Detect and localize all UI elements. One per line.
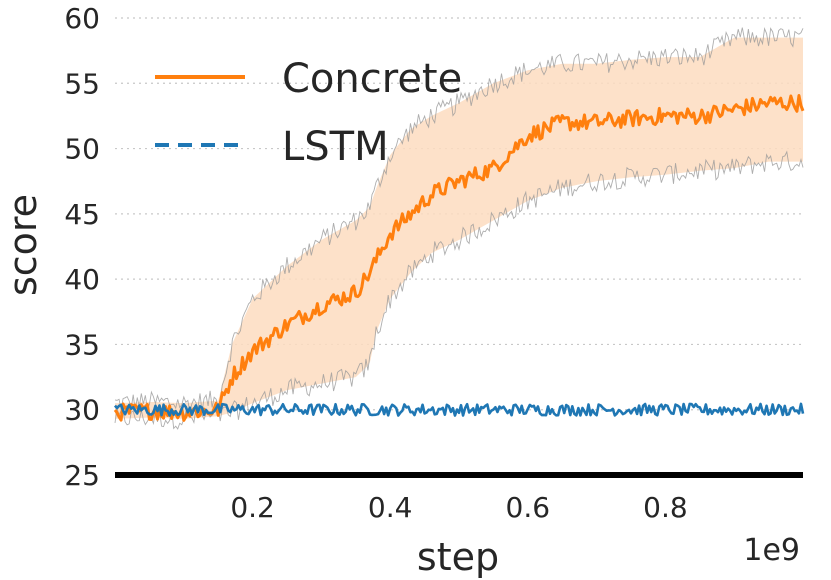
y-tick-label: 35 [64, 328, 100, 361]
band-edge [114, 150, 804, 430]
series-line-lstm [113, 402, 805, 417]
series-lines [113, 94, 805, 422]
y-tick-label: 60 [64, 2, 100, 35]
series-line-concrete [113, 94, 805, 422]
y-tick-labels: 25 30 35 40 45 50 55 60 [64, 2, 100, 492]
x-axis-label: step [417, 535, 499, 579]
legend: Concrete LSTM [155, 56, 462, 170]
legend-label-concrete: Concrete [282, 56, 462, 102]
y-axis-label: score [1, 194, 45, 296]
x-tick-label: 0.4 [368, 491, 413, 524]
y-tick-label: 40 [64, 263, 100, 296]
y-tick-label: 25 [64, 459, 100, 492]
x-tick-label: 0.6 [506, 491, 551, 524]
band-edge [114, 27, 804, 413]
legend-label-lstm: LSTM [282, 124, 389, 170]
x-offset-label: 1e9 [743, 533, 800, 568]
x-tick-labels: 0.2 0.4 0.6 0.8 [230, 491, 687, 524]
x-tick-label: 0.8 [643, 491, 688, 524]
y-tick-label: 50 [64, 133, 100, 166]
x-tick-label: 0.2 [230, 491, 275, 524]
y-tick-label: 30 [64, 394, 100, 427]
y-tick-label: 45 [64, 198, 100, 231]
y-tick-label: 55 [64, 67, 100, 100]
